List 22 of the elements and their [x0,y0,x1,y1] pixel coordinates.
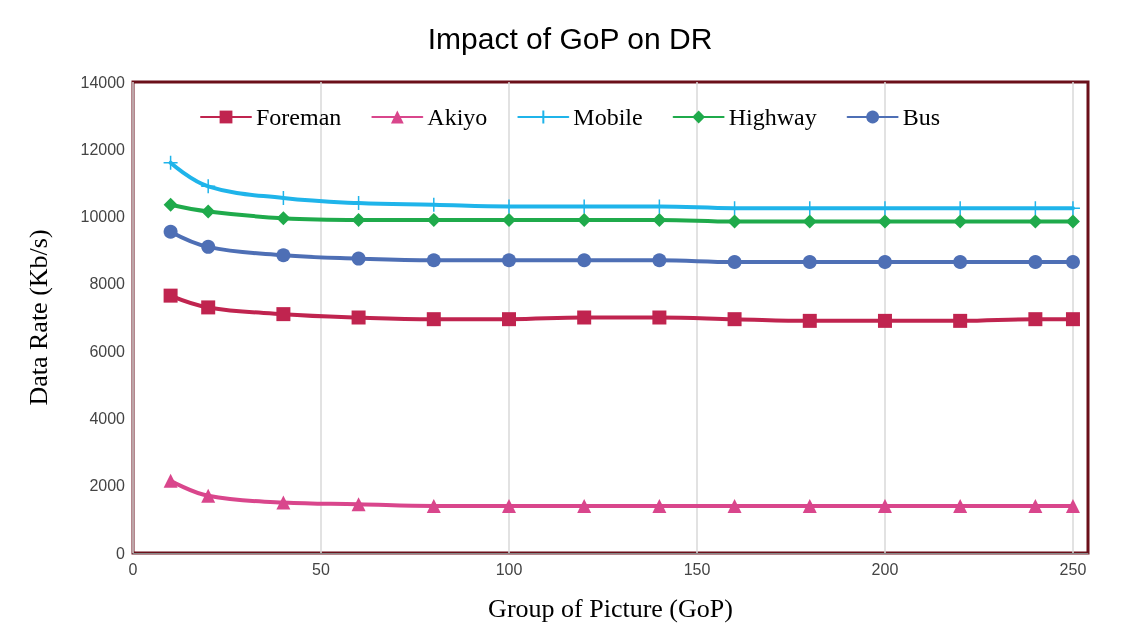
x-tick-label: 150 [683,560,711,578]
y-tick-label: 4000 [89,409,126,427]
x-tick-label: 0 [128,560,138,578]
y-tick-label: 6000 [89,342,126,360]
x-tick-label: 100 [495,560,523,578]
y-axis-title: Data Rate (Kb/s) [23,229,53,406]
y-tick-label: 10000 [80,208,126,226]
chart-title: Impact of GoP on DR [427,21,713,55]
legend-label: Mobile [573,104,643,130]
legend-label: Foreman [256,104,342,130]
y-tick-label: 8000 [89,275,126,293]
y-tick-label: 0 [116,544,126,562]
legend-label: Bus [902,104,940,130]
x-tick-label: 200 [871,560,899,578]
y-tick-label: 2000 [89,477,126,495]
x-axis-title: Group of Picture (GoP) [488,593,733,623]
y-tick-label: 14000 [80,73,126,91]
legend-label: Highway [728,104,817,130]
x-tick-label: 250 [1059,560,1087,578]
legend-label: Akiyo [427,104,488,130]
y-tick-label: 12000 [80,140,126,158]
x-tick-label: 50 [312,560,330,578]
